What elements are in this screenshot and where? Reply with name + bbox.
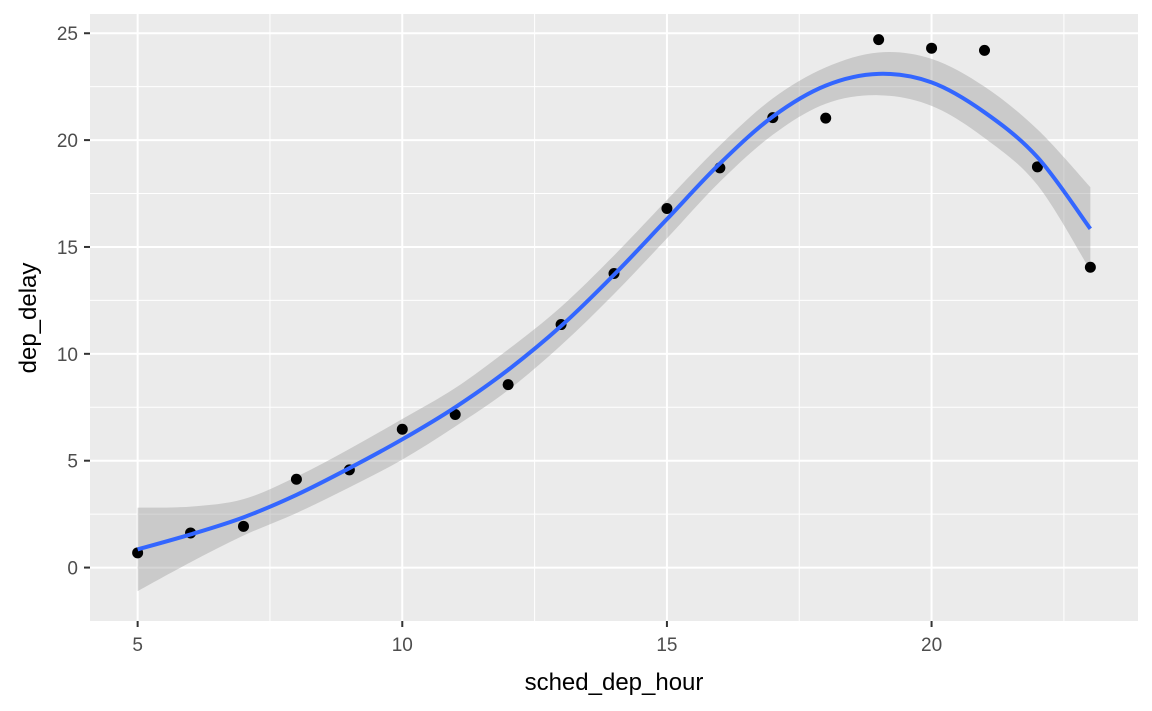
data-point [1031, 161, 1043, 173]
data-point [237, 520, 249, 532]
data-point [661, 202, 673, 214]
data-point [873, 34, 885, 46]
x-axis-title: sched_dep_hour [525, 669, 704, 696]
y-tick-label: 25 [57, 24, 78, 45]
major-gridlines [90, 14, 1138, 621]
data-point [926, 42, 938, 54]
x-tick-label: 5 [132, 635, 143, 656]
y-tick-label: 15 [57, 238, 78, 259]
y-tick-label: 10 [57, 345, 78, 366]
data-point [820, 112, 832, 124]
data-point [396, 423, 408, 435]
data-point [449, 409, 461, 421]
plot-panel [90, 14, 1138, 621]
x-tick-label: 15 [656, 635, 677, 656]
x-tick-label: 10 [392, 635, 413, 656]
data-point [1084, 261, 1096, 273]
x-tick-label: 20 [921, 635, 942, 656]
data-point [979, 44, 991, 56]
y-tick-label: 0 [67, 559, 78, 580]
y-tick-label: 20 [57, 131, 78, 152]
y-axis-title: dep_delay [15, 263, 42, 374]
data-points [132, 34, 1096, 559]
y-axis: 0 5 10 15 20 25 [57, 24, 90, 580]
data-point [290, 473, 302, 485]
x-axis: 5 10 15 20 [132, 621, 942, 656]
y-tick-label: 5 [67, 452, 78, 473]
data-point [502, 379, 514, 391]
minor-gridlines [90, 14, 1138, 621]
smooth-line [137, 71, 1092, 552]
